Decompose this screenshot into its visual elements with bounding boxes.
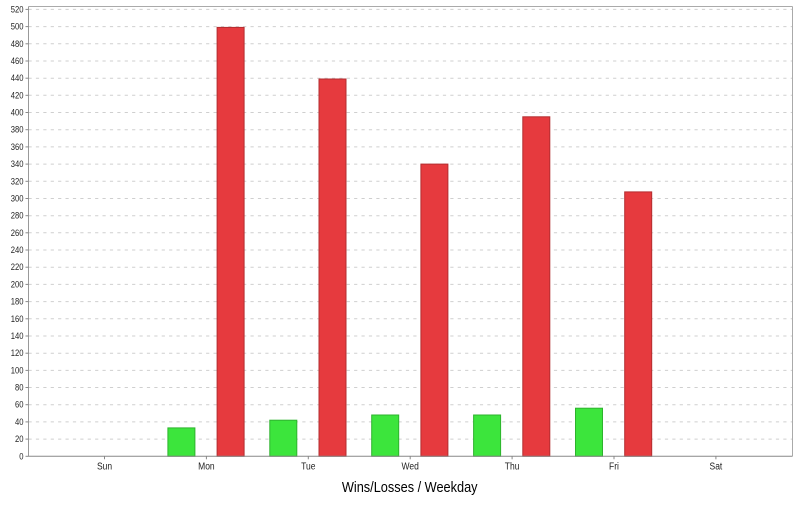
svg-text:180: 180	[11, 296, 24, 307]
svg-text:260: 260	[11, 227, 24, 238]
svg-text:240: 240	[11, 244, 24, 255]
svg-text:Mon: Mon	[198, 461, 215, 472]
svg-text:140: 140	[11, 330, 24, 341]
svg-text:80: 80	[15, 382, 24, 393]
svg-text:160: 160	[11, 313, 24, 324]
svg-text:Tue: Tue	[301, 461, 315, 472]
svg-text:Sat: Sat	[710, 461, 723, 472]
svg-text:520: 520	[11, 4, 24, 15]
svg-text:440: 440	[11, 73, 24, 84]
svg-text:60: 60	[15, 399, 24, 410]
svg-text:Thu: Thu	[505, 461, 520, 472]
svg-text:20: 20	[15, 433, 24, 444]
svg-text:420: 420	[11, 90, 24, 101]
svg-text:500: 500	[11, 21, 24, 32]
svg-text:Sun: Sun	[97, 461, 112, 472]
svg-text:Wed: Wed	[402, 461, 419, 472]
svg-text:480: 480	[11, 38, 24, 49]
svg-text:Wins/Losses / Weekday: Wins/Losses / Weekday	[342, 478, 478, 495]
svg-text:100: 100	[11, 365, 24, 376]
svg-text:0: 0	[19, 451, 24, 462]
svg-text:360: 360	[11, 141, 24, 152]
svg-text:380: 380	[11, 124, 24, 135]
svg-text:120: 120	[11, 348, 24, 359]
svg-text:Fri: Fri	[609, 461, 619, 472]
svg-text:280: 280	[11, 210, 24, 221]
svg-text:220: 220	[11, 262, 24, 273]
svg-text:400: 400	[11, 107, 24, 118]
svg-text:200: 200	[11, 279, 24, 290]
svg-text:460: 460	[11, 55, 24, 66]
svg-text:320: 320	[11, 176, 24, 187]
svg-text:340: 340	[11, 158, 24, 169]
svg-text:300: 300	[11, 193, 24, 204]
svg-text:40: 40	[15, 416, 24, 427]
